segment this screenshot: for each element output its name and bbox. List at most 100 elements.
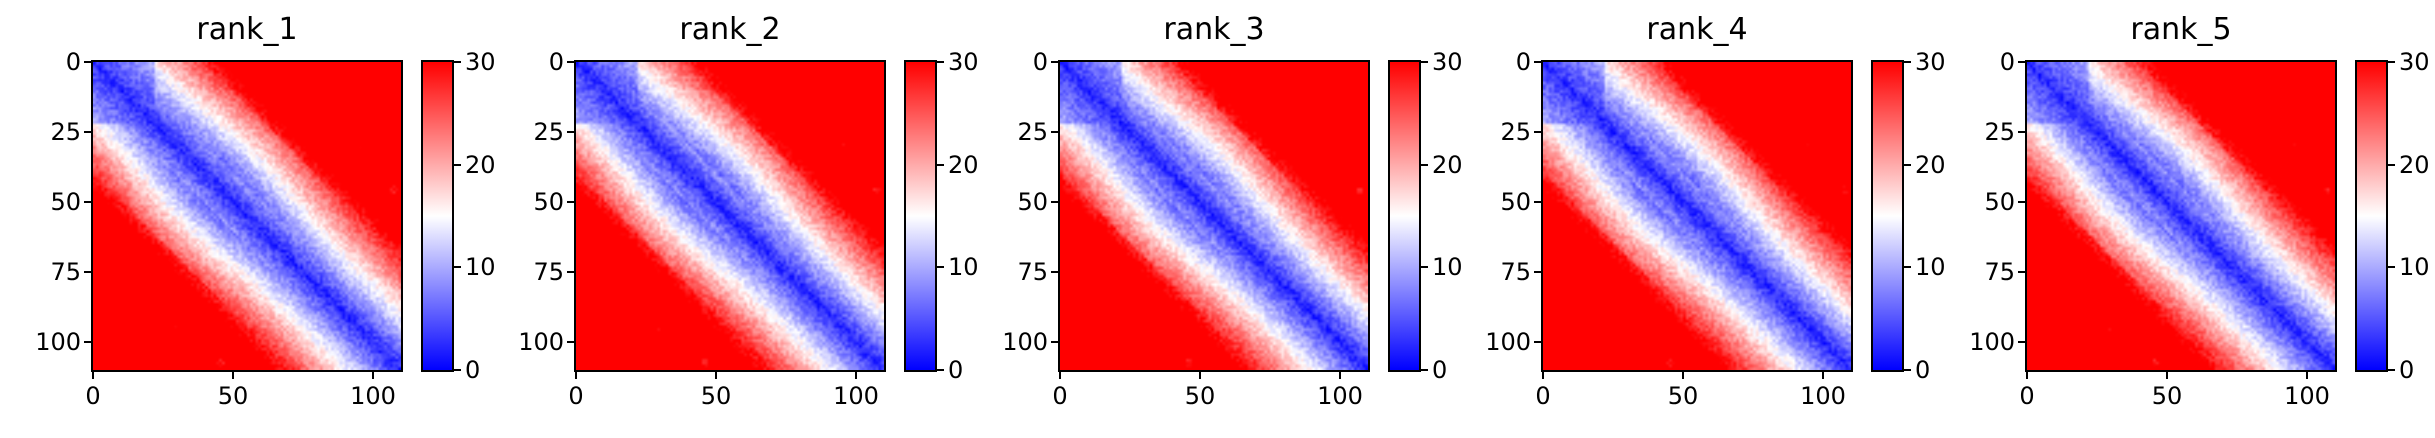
x-tick-label: 0: [1535, 382, 1551, 410]
colorbar: [1871, 60, 1904, 372]
colorbar-tick-label: 20: [1915, 150, 1946, 179]
colorbar-tick-label: 20: [948, 150, 979, 179]
colorbar-tick-mark: [2387, 61, 2395, 63]
colorbar-tick-mark: [936, 163, 944, 166]
y-tick-mark: [84, 61, 92, 63]
colorbar-tick-label: 30: [1915, 48, 1946, 76]
colorbar-tick-label: 0: [948, 356, 964, 384]
x-tick-mark: [1059, 371, 1061, 379]
y-tick-mark: [84, 271, 92, 273]
colorbar-tick-mark: [936, 369, 944, 371]
y-tick-label: 100: [1969, 328, 2015, 356]
heatmap: [2025, 60, 2337, 372]
colorbar-tick-label: 10: [1915, 253, 1946, 282]
x-tick-label: 50: [700, 382, 732, 410]
x-tick-mark: [575, 371, 577, 379]
y-tick-mark: [2018, 341, 2026, 343]
x-tick-label: 100: [350, 382, 396, 410]
x-tick-mark: [715, 371, 717, 379]
y-tick-label: 75: [50, 258, 81, 286]
y-tick-mark: [1534, 201, 1542, 203]
y-tick-label: 25: [533, 118, 564, 146]
colorbar: [1388, 60, 1421, 372]
colorbar-tick-mark: [1903, 61, 1911, 63]
panel-title: rank_3: [1163, 12, 1265, 47]
colorbar-tick-mark: [936, 61, 944, 63]
y-tick-label: 0: [1032, 48, 1048, 76]
y-tick-label: 0: [548, 48, 564, 76]
y-tick-mark: [567, 131, 575, 133]
colorbar-tick-mark: [1903, 369, 1911, 371]
panel-title: rank_4: [1646, 12, 1748, 47]
colorbar-tick-label: 0: [1432, 356, 1448, 384]
x-tick-mark: [1682, 371, 1684, 379]
colorbar-tick-mark: [453, 163, 461, 166]
y-tick-label: 25: [50, 118, 81, 146]
x-tick-mark: [2166, 371, 2168, 379]
y-tick-mark: [2018, 271, 2026, 273]
colorbar-tick-mark: [453, 266, 461, 269]
x-tick-label: 50: [1667, 382, 1699, 410]
y-tick-mark: [1534, 271, 1542, 273]
colorbar-tick-label: 20: [1432, 150, 1463, 179]
y-tick-mark: [84, 341, 92, 343]
x-tick-mark: [92, 371, 94, 379]
y-tick-label: 75: [1500, 258, 1531, 286]
colorbar-tick-mark: [1420, 163, 1428, 166]
y-tick-label: 25: [1500, 118, 1531, 146]
colorbar-tick-mark: [1903, 266, 1911, 269]
y-tick-mark: [1051, 131, 1059, 133]
y-tick-label: 100: [35, 328, 81, 356]
y-tick-mark: [1534, 131, 1542, 133]
colorbar-tick-label: 30: [948, 48, 979, 76]
y-tick-mark: [2018, 61, 2026, 63]
colorbar: [2355, 60, 2388, 372]
colorbar-tick-label: 10: [948, 253, 979, 282]
y-tick-label: 50: [1984, 188, 2015, 216]
x-tick-label: 50: [217, 382, 249, 410]
x-tick-mark: [1339, 371, 1341, 379]
x-tick-label: 0: [85, 382, 101, 410]
x-tick-label: 0: [1052, 382, 1068, 410]
y-tick-label: 100: [1485, 328, 1531, 356]
colorbar: [421, 60, 454, 372]
x-tick-label: 100: [2284, 382, 2330, 410]
x-tick-mark: [855, 371, 857, 379]
y-tick-label: 0: [65, 48, 81, 76]
colorbar-tick-label: 10: [2399, 253, 2430, 282]
colorbar-tick-label: 10: [1432, 253, 1463, 282]
colorbar-tick-mark: [1903, 163, 1911, 166]
x-tick-mark: [2026, 371, 2028, 379]
y-tick-label: 25: [1984, 118, 2015, 146]
y-tick-label: 50: [533, 188, 564, 216]
x-tick-mark: [1199, 371, 1201, 379]
colorbar-tick-mark: [2387, 266, 2395, 269]
y-tick-label: 25: [1017, 118, 1048, 146]
colorbar-tick-mark: [1420, 266, 1428, 269]
x-tick-label: 50: [2151, 382, 2183, 410]
y-tick-mark: [567, 341, 575, 343]
x-tick-label: 100: [833, 382, 879, 410]
colorbar-tick-label: 20: [2399, 150, 2430, 179]
heatmap: [1058, 60, 1370, 372]
x-tick-mark: [232, 371, 234, 379]
colorbar-tick-label: 30: [1432, 48, 1463, 76]
x-tick-mark: [1822, 371, 1824, 379]
colorbar-tick-mark: [936, 266, 944, 269]
y-tick-label: 50: [1500, 188, 1531, 216]
y-tick-mark: [1051, 61, 1059, 63]
heatmap-canvas: [1543, 62, 1851, 370]
colorbar-tick-mark: [2387, 163, 2395, 166]
y-tick-label: 50: [1017, 188, 1048, 216]
y-tick-label: 100: [1002, 328, 1048, 356]
colorbar-tick-mark: [1420, 369, 1428, 371]
y-tick-label: 100: [518, 328, 564, 356]
colorbar-tick-label: 0: [2399, 356, 2415, 384]
y-tick-mark: [567, 271, 575, 273]
